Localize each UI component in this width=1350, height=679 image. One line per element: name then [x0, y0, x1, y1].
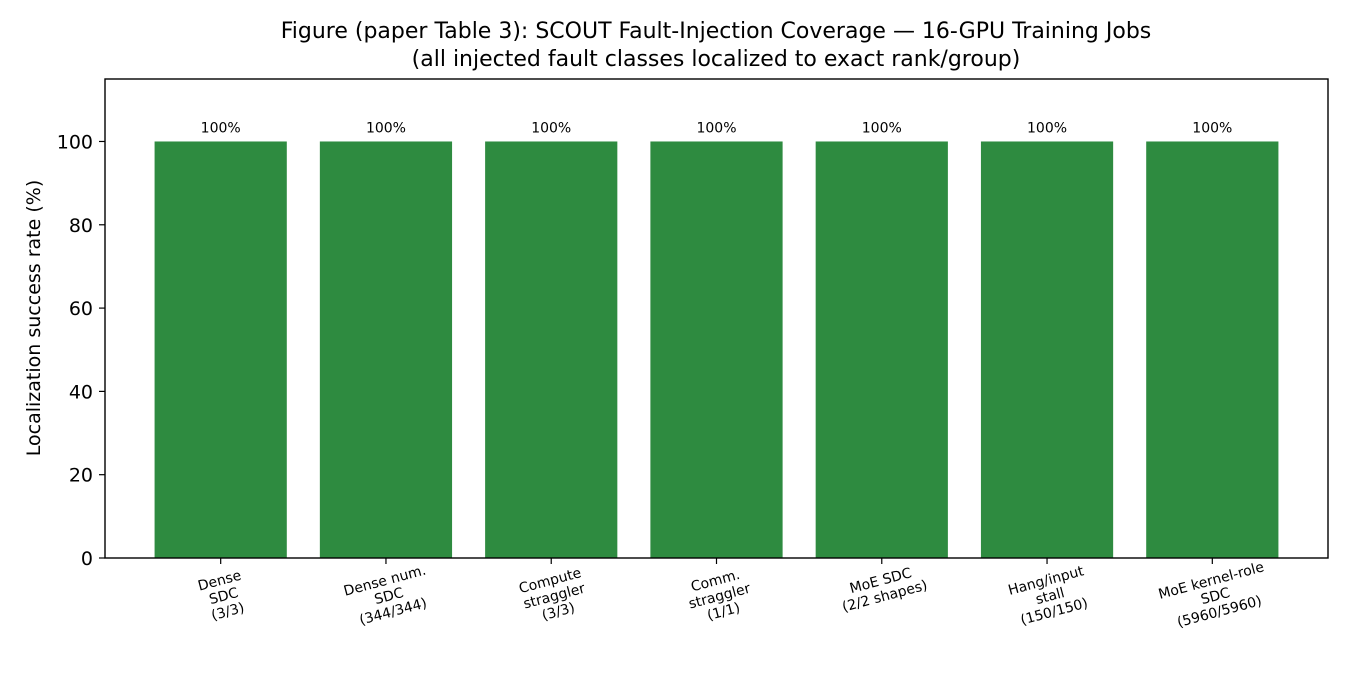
y-tick-label: 80 — [69, 215, 93, 237]
bar-data-label: 100% — [1027, 120, 1067, 136]
bar-data-label: 100% — [862, 120, 902, 136]
bar — [1146, 141, 1279, 558]
y-tick-label: 100 — [57, 131, 93, 153]
x-tick-label: Dense num.SDC(344/344) — [342, 562, 429, 628]
bar-data-label: 100% — [696, 120, 736, 136]
x-tick-label-line: stall — [1034, 585, 1066, 608]
y-tick-label: 20 — [69, 465, 93, 487]
x-tick-label: Comm.straggler(1/1) — [687, 567, 752, 624]
x-tick-label-line: SDC — [1199, 585, 1232, 608]
chart-title-line: Figure (paper Table 3): SCOUT Fault-Inje… — [281, 19, 1152, 44]
y-tick-label: 60 — [69, 298, 93, 320]
bar — [154, 141, 287, 558]
bar — [815, 141, 948, 558]
x-tick-label: MoE SDC(2/2 shapes) — [841, 565, 930, 615]
y-tick-label: 0 — [81, 548, 93, 570]
y-axis-label: Localization success rate (%) — [23, 180, 45, 456]
bar-data-label: 100% — [201, 120, 241, 136]
bar-data-label: 100% — [366, 120, 406, 136]
bar — [980, 141, 1114, 558]
bar-data-label: 100% — [1192, 120, 1232, 136]
bar-data-label: 100% — [531, 120, 571, 136]
x-tick-label-line: SDC — [207, 585, 240, 608]
y-axis: 0 20 40 60 80 100 — [57, 131, 105, 570]
bar — [485, 141, 618, 558]
bar — [319, 141, 453, 558]
y-tick-label: 40 — [69, 381, 93, 403]
bars-group — [154, 141, 1279, 558]
data-labels-group: 100% 100% 100% 100% 100% 100% 100% — [201, 120, 1233, 136]
bar — [650, 141, 783, 558]
chart-title: Figure (paper Table 3): SCOUT Fault-Inje… — [281, 19, 1152, 72]
x-tick-label-line: SDC — [373, 585, 406, 608]
chart-title-line: (all injected fault classes localized to… — [412, 47, 1021, 72]
